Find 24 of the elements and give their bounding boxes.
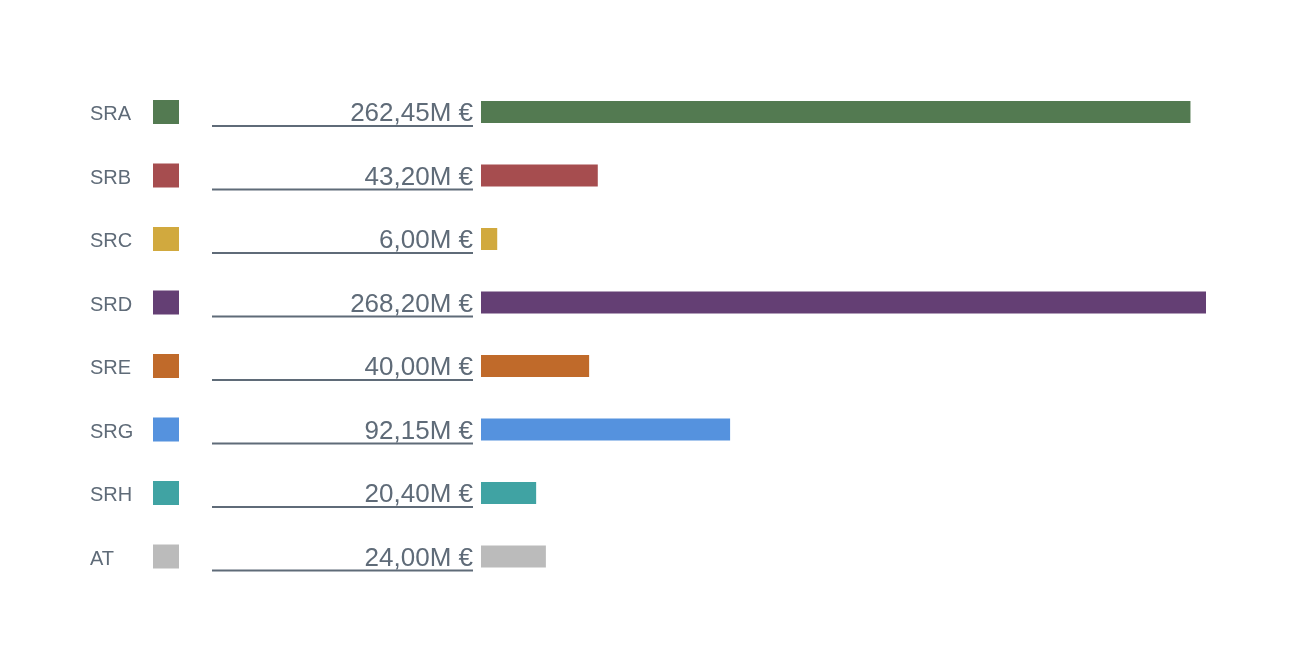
bar [481, 418, 731, 441]
y-tick-label: AT [90, 546, 115, 569]
bar [481, 482, 537, 504]
bar [481, 101, 1191, 123]
data-label: 43,20M € [364, 160, 474, 191]
y-tick-label: SRG [90, 419, 134, 442]
data-label: 24,00M € [364, 541, 474, 572]
bar [481, 545, 546, 568]
data-label: 92,15M € [364, 414, 474, 445]
data-label: 40,00M € [364, 351, 474, 381]
data-label: 262,45M € [350, 97, 474, 127]
y-tick-label: SRB [90, 165, 132, 188]
bar [481, 164, 598, 187]
data-label: 6,00M € [379, 224, 474, 254]
y-tick-label: SRE [90, 356, 132, 378]
y-tick-label: SRH [90, 483, 133, 505]
y-tick-label: SRC [90, 229, 133, 251]
bar [481, 355, 590, 377]
bar [481, 291, 1206, 314]
data-label: 268,20M € [350, 287, 474, 318]
y-tick-label: SRD [90, 292, 133, 315]
y-tick-label: SRA [90, 102, 132, 124]
data-label: 20,40M € [364, 478, 474, 508]
bar [481, 228, 498, 250]
